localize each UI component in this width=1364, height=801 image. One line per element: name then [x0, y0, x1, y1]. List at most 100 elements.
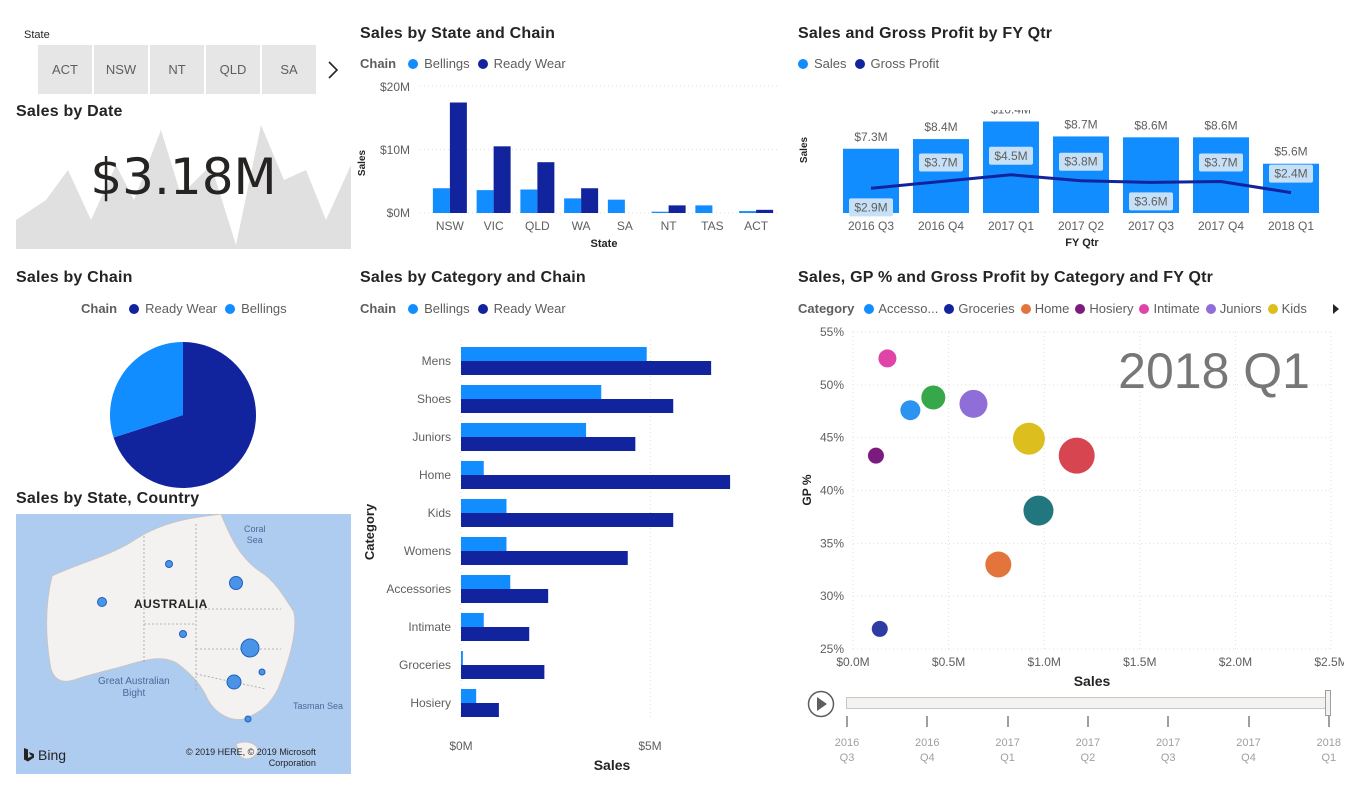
legend-item-bellings[interactable]: Bellings	[241, 301, 287, 316]
bar-vic-bellings[interactable]	[476, 190, 494, 213]
bar-qld-ready-wear[interactable]	[537, 162, 555, 213]
legend-item-accessories[interactable]: Accesso...	[878, 301, 939, 316]
timeline-tick[interactable]	[1247, 716, 1250, 727]
play-axis-track[interactable]	[846, 697, 1330, 709]
fyqtr-legend: Sales Gross Profit	[794, 56, 939, 71]
timeline-label[interactable]: 2016 Q3	[817, 736, 877, 766]
legend-item-kids[interactable]: Kids	[1281, 301, 1307, 316]
timeline-year: 2016	[915, 737, 940, 749]
gp-data-label-bg	[849, 198, 893, 217]
bar-groceries-ready-wear[interactable]	[461, 665, 545, 679]
bar-womens-ready-wear[interactable]	[461, 551, 628, 565]
timeline-tick[interactable]	[846, 716, 848, 727]
bar-shoes-ready-wear[interactable]	[461, 399, 674, 413]
bar-sa-bellings[interactable]	[607, 199, 625, 213]
scatter-point[interactable]	[900, 400, 921, 421]
slicer-item-nsw[interactable]: NSW	[94, 45, 149, 94]
timeline-label[interactable]: 2017 Q1	[978, 736, 1038, 766]
chevron-right-icon[interactable]	[324, 58, 342, 82]
bar-groceries-bellings[interactable]	[461, 651, 463, 665]
bar-vic-ready-wear[interactable]	[493, 146, 511, 213]
scatter-point[interactable]	[959, 389, 988, 418]
bar-act-bellings[interactable]	[739, 211, 757, 213]
triangle-right-icon[interactable]	[1330, 302, 1342, 316]
timeline-label[interactable]: 2018 Q1	[1299, 736, 1359, 766]
bar-sales-2017-q4[interactable]	[1193, 137, 1249, 213]
slicer-item-qld[interactable]: QLD	[206, 45, 261, 94]
scatter-chart: 55% 50% 45% 40% 35% 30% 25% $0.0M $0.5M $1.0M $1.…	[800, 325, 1344, 689]
tasmania	[235, 741, 259, 760]
timeline-tick[interactable]	[1006, 716, 1009, 727]
timeline-label[interactable]: 2017 Q2	[1058, 736, 1118, 766]
scatter-point[interactable]	[867, 447, 884, 464]
map-canvas	[46, 514, 296, 760]
timeline-tick[interactable]	[926, 716, 929, 727]
scatter-point[interactable]	[921, 385, 946, 410]
bar-intimate-ready-wear[interactable]	[461, 627, 530, 641]
bar-sales-2017-q1[interactable]	[983, 121, 1039, 213]
bar-juniors-ready-wear[interactable]	[461, 437, 636, 451]
pie-slice-ready-wear[interactable]	[113, 342, 256, 488]
slicer-item-act[interactable]: ACT	[38, 45, 93, 94]
bar-sales-2016-q4[interactable]	[913, 139, 969, 213]
bar-home-ready-wear[interactable]	[461, 475, 731, 489]
legend-item-hosiery[interactable]: Hosiery	[1089, 301, 1134, 316]
timeline-label[interactable]: 2017 Q4	[1219, 736, 1279, 766]
bar-hosiery-ready-wear[interactable]	[461, 703, 499, 717]
legend-item-ready-wear[interactable]: Ready Wear	[493, 56, 566, 71]
legend-item-ready-wear[interactable]: Ready Wear	[493, 301, 566, 316]
scatter-point[interactable]	[878, 349, 897, 368]
bar-kids-ready-wear[interactable]	[461, 513, 674, 527]
scatter-point[interactable]	[871, 620, 888, 637]
bar-nt-bellings[interactable]	[651, 211, 669, 213]
bar-nt-ready-wear[interactable]	[668, 205, 686, 213]
gross-profit-line[interactable]	[870, 173, 1292, 195]
timeline-tick[interactable]	[1327, 716, 1330, 727]
play-axis-handle[interactable]	[1325, 690, 1331, 716]
legend-item-sales[interactable]: Sales	[814, 56, 847, 71]
timeline-label[interactable]: 2017 Q3	[1138, 736, 1198, 766]
bar-wa-bellings[interactable]	[564, 198, 582, 213]
bar-act-ready-wear[interactable]	[756, 209, 774, 213]
scatter-point[interactable]	[1058, 437, 1095, 474]
scatter-point[interactable]	[1023, 495, 1054, 526]
bar-wa-ready-wear[interactable]	[581, 188, 599, 213]
bar-nsw-bellings[interactable]	[432, 188, 450, 213]
bar-womens-bellings[interactable]	[461, 537, 507, 551]
slicer-item-nt[interactable]: NT	[150, 45, 205, 94]
legend-item-juniors[interactable]: Juniors	[1219, 301, 1262, 316]
map-copyright-line2: Corporation	[268, 758, 316, 768]
legend-item-home[interactable]: Home	[1034, 301, 1070, 316]
bar-home-bellings[interactable]	[461, 461, 484, 475]
bar-kids-bellings[interactable]	[461, 499, 507, 513]
bar-accessories-ready-wear[interactable]	[461, 589, 549, 603]
legend-item-intimate[interactable]: Intimate	[1153, 301, 1200, 316]
play-icon[interactable]	[806, 689, 836, 719]
slicer-item-sa[interactable]: SA	[262, 45, 317, 94]
bar-mens-bellings[interactable]	[461, 347, 647, 361]
bar-shoes-bellings[interactable]	[461, 385, 602, 399]
timeline-tick[interactable]	[1167, 716, 1170, 727]
bar-nsw-ready-wear[interactable]	[449, 102, 467, 213]
legend-item-gross-profit[interactable]: Gross Profit	[870, 56, 940, 71]
bar-juniors-bellings[interactable]	[461, 423, 587, 437]
pie-slice-bellings[interactable]	[109, 342, 183, 438]
map-visual[interactable]: AUSTRALIA Coral Sea Great Australian Big…	[16, 514, 351, 774]
bar-accessories-bellings[interactable]	[461, 575, 511, 589]
bar-sales-2017-q2[interactable]	[1053, 136, 1109, 213]
ytick-hosiery: Hosiery	[410, 696, 451, 710]
bar-hosiery-bellings[interactable]	[461, 689, 477, 703]
timeline-label[interactable]: 2016 Q4	[897, 736, 957, 766]
scatter-point[interactable]	[1012, 422, 1045, 455]
timeline-tick[interactable]	[1086, 716, 1089, 727]
legend-item-ready-wear[interactable]: Ready Wear	[145, 301, 218, 316]
legend-item-bellings[interactable]: Bellings	[424, 56, 470, 71]
scatter-point[interactable]	[985, 551, 1012, 578]
bar-qld-bellings[interactable]	[520, 189, 538, 213]
bar-intimate-bellings[interactable]	[461, 613, 484, 627]
legend-item-groceries[interactable]: Groceries	[958, 301, 1015, 316]
bar-tas-bellings[interactable]	[695, 205, 713, 213]
xtick-fyqtr: 2017 Q3	[1128, 219, 1174, 233]
bar-mens-ready-wear[interactable]	[461, 361, 712, 375]
legend-item-bellings[interactable]: Bellings	[424, 301, 470, 316]
